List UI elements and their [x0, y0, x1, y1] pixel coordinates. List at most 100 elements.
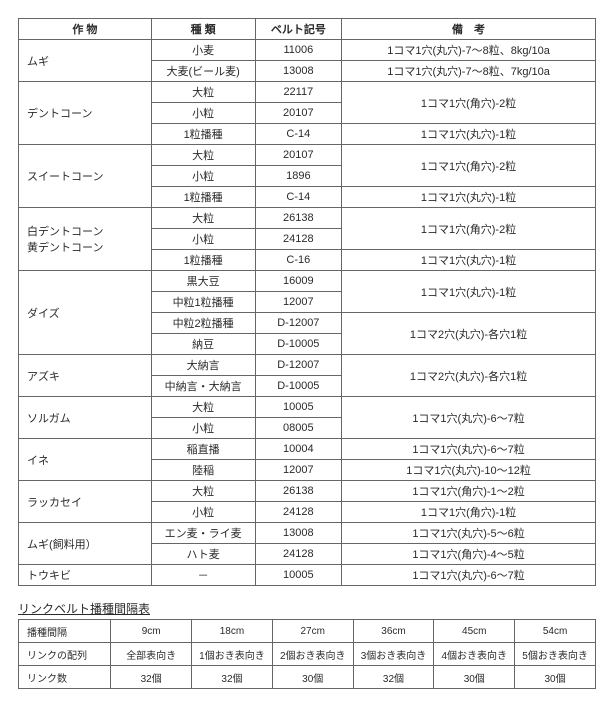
type-cell: 大粒	[151, 481, 255, 502]
type-cell: 大粒	[151, 208, 255, 229]
type-cell: 大粒	[151, 145, 255, 166]
belt-code-cell: 24128	[255, 229, 342, 250]
type-cell: 稲直播	[151, 439, 255, 460]
t2-cell: 18cm	[192, 620, 273, 643]
crop-cell: ムギ(飼料用）	[19, 523, 152, 565]
crop-cell: イネ	[19, 439, 152, 481]
crop-cell: デントコーン	[19, 82, 152, 145]
belt-code-cell: D-10005	[255, 376, 342, 397]
remark-cell: 1コマ1穴(丸穴)-1粒	[342, 124, 596, 145]
remark-cell: 1コマ1穴(丸穴)-1粒	[342, 271, 596, 313]
remark-cell: 1コマ2穴(丸穴)-各穴1粒	[342, 313, 596, 355]
type-cell: 1粒播種	[151, 250, 255, 271]
crop-cell: アズキ	[19, 355, 152, 397]
remark-cell: 1コマ1穴(丸穴)-1粒	[342, 187, 596, 208]
belt-code-cell: 22117	[255, 82, 342, 103]
type-cell: 小粒	[151, 103, 255, 124]
remark-cell: 1コマ1穴(角穴)-2粒	[342, 208, 596, 250]
t2-cell: 5個おき表向き	[515, 643, 596, 666]
type-cell: 中納言・大納言	[151, 376, 255, 397]
crop-cell: ムギ	[19, 40, 152, 82]
t2-cell: 播種間隔	[19, 620, 111, 643]
belt-code-cell: 13008	[255, 61, 342, 82]
remark-cell: 1コマ2穴(丸穴)-各穴1粒	[342, 355, 596, 397]
belt-code-cell: 20107	[255, 145, 342, 166]
belt-code-cell: 26138	[255, 208, 342, 229]
t1-header: 備 考	[342, 19, 596, 40]
type-cell: 小粒	[151, 418, 255, 439]
t2-cell: 2個おき表向き	[272, 643, 353, 666]
link-belt-interval-table: 播種間隔9cm18cm27cm36cm45cm54cmリンクの配列全部表向き1個…	[18, 619, 596, 689]
t2-cell: 36cm	[353, 620, 434, 643]
belt-code-cell: 10005	[255, 397, 342, 418]
t2-cell: リンク数	[19, 666, 111, 689]
belt-code-cell: D-10005	[255, 334, 342, 355]
crop-cell: 白デントコーン黄デントコーン	[19, 208, 152, 271]
t2-cell: 54cm	[515, 620, 596, 643]
t2-cell: 32個	[111, 666, 192, 689]
type-cell: 中粒1粒播種	[151, 292, 255, 313]
type-cell: 黒大豆	[151, 271, 255, 292]
t2-cell: 30個	[434, 666, 515, 689]
belt-code-cell: 16009	[255, 271, 342, 292]
type-cell: 大粒	[151, 82, 255, 103]
remark-cell: 1コマ1穴(丸穴)-10～12粒	[342, 460, 596, 481]
remark-cell: 1コマ1穴(角穴)-2粒	[342, 145, 596, 187]
t2-cell: 3個おき表向き	[353, 643, 434, 666]
type-cell: 納豆	[151, 334, 255, 355]
type-cell: 中粒2粒播種	[151, 313, 255, 334]
belt-code-cell: 26138	[255, 481, 342, 502]
remark-cell: 1コマ1穴(丸穴)-6～7粒	[342, 397, 596, 439]
belt-code-cell: 12007	[255, 460, 342, 481]
type-cell: －	[151, 565, 255, 586]
belt-code-cell: 08005	[255, 418, 342, 439]
t2-cell: 27cm	[272, 620, 353, 643]
type-cell: 小粒	[151, 502, 255, 523]
belt-code-cell: 20107	[255, 103, 342, 124]
belt-code-cell: D-12007	[255, 355, 342, 376]
crop-cell: ラッカセイ	[19, 481, 152, 523]
crop-cell: スイートコーン	[19, 145, 152, 208]
type-cell: 1粒播種	[151, 124, 255, 145]
belt-code-cell: 13008	[255, 523, 342, 544]
belt-code-cell: C-14	[255, 187, 342, 208]
belt-code-cell: C-14	[255, 124, 342, 145]
type-cell: 小粒	[151, 229, 255, 250]
crop-cell: ダイズ	[19, 271, 152, 355]
belt-code-cell: 24128	[255, 502, 342, 523]
remark-cell: 1コマ1穴(丸穴)-5～6粒	[342, 523, 596, 544]
type-cell: 小粒	[151, 166, 255, 187]
belt-code-cell: 24128	[255, 544, 342, 565]
remark-cell: 1コマ1穴(角穴)-1～2粒	[342, 481, 596, 502]
remark-cell: 1コマ1穴(角穴)-1粒	[342, 502, 596, 523]
type-cell: 大納言	[151, 355, 255, 376]
remark-cell: 1コマ1穴(角穴)-4～5粒	[342, 544, 596, 565]
type-cell: ハト麦	[151, 544, 255, 565]
remark-cell: 1コマ1穴(丸穴)-7～8粒、8kg/10a	[342, 40, 596, 61]
belt-code-cell: 12007	[255, 292, 342, 313]
t2-cell: 32個	[353, 666, 434, 689]
remark-cell: 1コマ1穴(丸穴)-1粒	[342, 250, 596, 271]
belt-code-cell: 10005	[255, 565, 342, 586]
remark-cell: 1コマ1穴(丸穴)-6～7粒	[342, 565, 596, 586]
type-cell: 1粒播種	[151, 187, 255, 208]
belt-code-cell: 11006	[255, 40, 342, 61]
type-cell: 大麦(ビール麦)	[151, 61, 255, 82]
t2-cell: 30個	[515, 666, 596, 689]
belt-code-cell: 1896	[255, 166, 342, 187]
t2-cell: 全部表向き	[111, 643, 192, 666]
crop-cell: ソルガム	[19, 397, 152, 439]
remark-cell: 1コマ1穴(丸穴)-6～7粒	[342, 439, 596, 460]
type-cell: エン麦・ライ麦	[151, 523, 255, 544]
remark-cell: 1コマ1穴(丸穴)-7～8粒、7kg/10a	[342, 61, 596, 82]
t2-cell: 32個	[192, 666, 273, 689]
seeding-belt-table: 作 物種 類ベルト記号備 考ムギ小麦110061コマ1穴(丸穴)-7～8粒、8k…	[18, 18, 596, 586]
belt-code-cell: D-12007	[255, 313, 342, 334]
belt-code-cell: C-16	[255, 250, 342, 271]
type-cell: 大粒	[151, 397, 255, 418]
type-cell: 小麦	[151, 40, 255, 61]
t2-cell: リンクの配列	[19, 643, 111, 666]
t2-cell: 9cm	[111, 620, 192, 643]
t2-cell: 30個	[272, 666, 353, 689]
t1-header: ベルト記号	[255, 19, 342, 40]
